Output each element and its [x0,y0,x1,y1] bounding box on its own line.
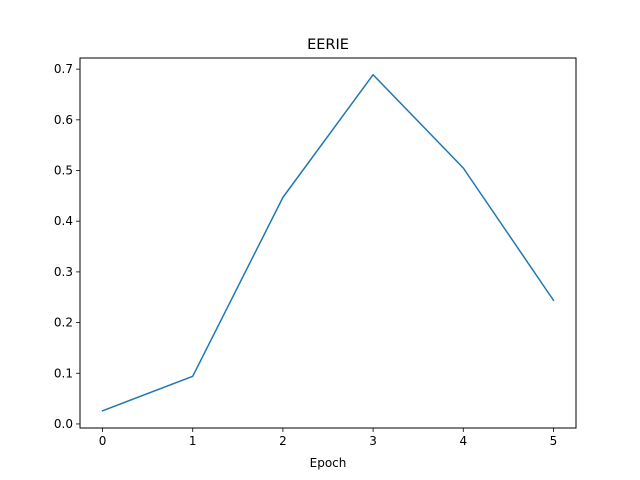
x-tick-label: 1 [189,434,197,448]
y-tick-label: 0.4 [54,214,73,228]
y-tick-label: 0.6 [54,113,73,127]
x-tick-label: 0 [99,434,107,448]
x-axis-label: Epoch [310,456,347,470]
x-tick-label: 5 [550,434,558,448]
y-axis-ticks: 0.0 0.1 0.2 0.3 0.4 0.5 0.6 0.7 [54,62,80,431]
chart-title: EERIE [307,37,349,53]
plot-area-frame [79,57,577,429]
y-tick-label: 0.1 [54,366,73,380]
y-tick-label: 0.3 [54,265,73,279]
x-tick-label: 4 [459,434,467,448]
x-tick-label: 3 [369,434,377,448]
x-tick-label: 2 [279,434,287,448]
y-tick-label: 0.5 [54,164,73,178]
x-axis-ticks: 0 1 2 3 4 5 [99,428,558,448]
y-tick-label: 0.2 [54,316,73,330]
y-tick-label: 0.0 [54,417,73,431]
series-line [101,73,555,412]
y-tick-label: 0.7 [54,62,73,76]
series-layer [101,73,555,412]
